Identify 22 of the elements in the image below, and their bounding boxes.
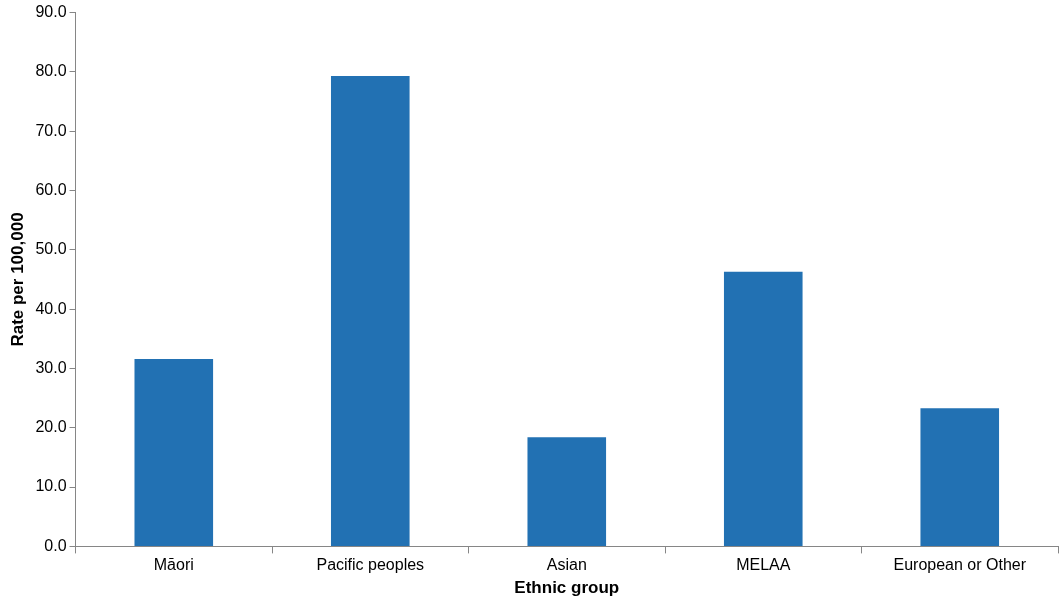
x-tick-label: Māori [153,556,194,574]
y-tick-label: 0.0 [44,536,67,554]
y-tick-label: 90.0 [35,3,67,21]
y-axis-title: Rate per 100,000 [7,212,27,347]
bar [527,437,607,546]
y-tick-label: 60.0 [35,180,67,198]
y-tick-label: 80.0 [35,62,67,80]
x-tick-label: Asian [546,556,587,574]
y-tick-label: 20.0 [35,418,67,436]
y-tick-label: 40.0 [35,299,67,317]
bar [920,408,1000,546]
x-axis-title: Ethnic group [514,578,620,598]
y-tick-label: 70.0 [35,121,67,139]
x-tick-label: Pacific peoples [316,556,425,574]
x-tick-label: MELAA [736,556,791,574]
bar [330,76,410,546]
bar [723,271,803,546]
x-tick-label: European or Other [893,556,1027,574]
y-tick-label: 50.0 [35,240,67,258]
y-tick-label: 30.0 [35,358,67,376]
bar [134,358,214,546]
y-tick-label: 10.0 [35,477,67,495]
